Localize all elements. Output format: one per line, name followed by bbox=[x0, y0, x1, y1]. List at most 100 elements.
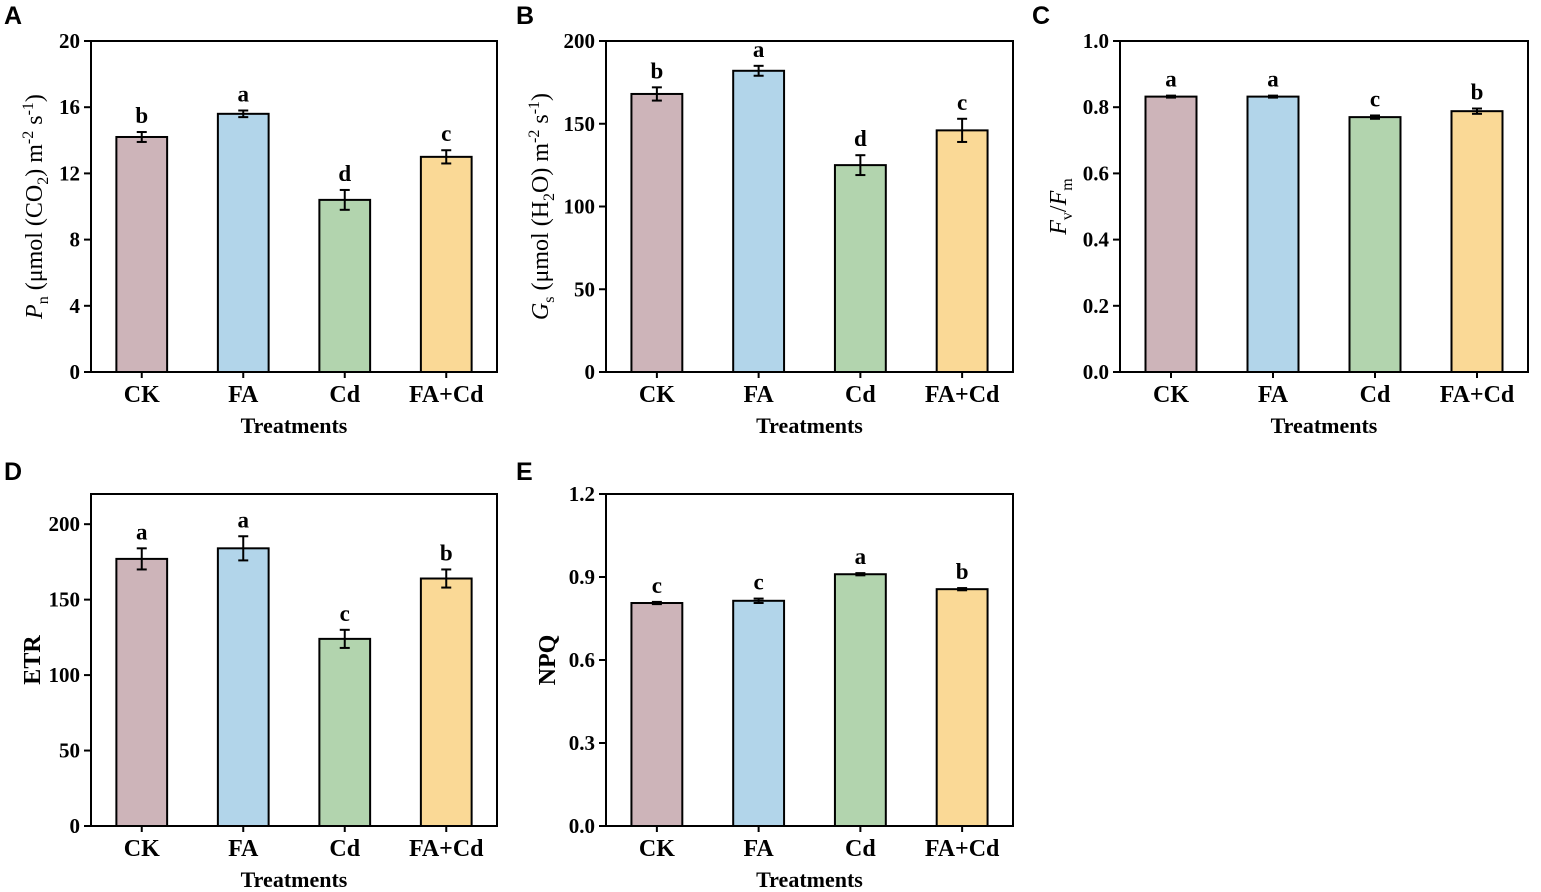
error-bar bbox=[441, 568, 452, 589]
x-axis-label: Treatments bbox=[241, 413, 348, 438]
y-tick-label: 16 bbox=[59, 95, 80, 119]
bar-fa bbox=[732, 69, 786, 373]
panel-letter: C bbox=[1032, 2, 1050, 30]
category-label: FA+Cd bbox=[925, 382, 1000, 408]
y-axis-label: NPQ bbox=[535, 635, 561, 686]
y-tick-label: 0.2 bbox=[1083, 294, 1109, 318]
category-label: Cd bbox=[329, 836, 360, 862]
bar-fa bbox=[732, 599, 786, 827]
error-bar bbox=[136, 547, 147, 571]
error-bar bbox=[238, 109, 249, 119]
significance-label: b bbox=[135, 103, 148, 128]
y-tick-label: 0 bbox=[585, 360, 596, 384]
error-bar bbox=[136, 131, 147, 143]
error-bar bbox=[651, 600, 662, 606]
error-bar bbox=[753, 597, 764, 605]
error-bar bbox=[1268, 94, 1278, 99]
y-tick-label: 12 bbox=[59, 161, 80, 185]
category-label: Cd bbox=[1360, 382, 1391, 408]
panel-d: Da CK a FA c Cd b FA+Cd 0 50 100 150 200 Treatments ET… bbox=[4, 458, 498, 892]
error-bar bbox=[339, 628, 350, 649]
category-label: FA+Cd bbox=[1440, 382, 1515, 408]
bar-cd bbox=[1348, 116, 1402, 373]
category-label: FA+Cd bbox=[925, 836, 1000, 862]
y-tick-label: 100 bbox=[564, 195, 596, 219]
y-tick-label: 1.0 bbox=[1083, 29, 1109, 53]
y-axis-label: Fv/Fm bbox=[1046, 178, 1076, 236]
significance-label: a bbox=[136, 519, 148, 544]
category-label: FA bbox=[228, 382, 259, 408]
panel-b: Bb CK a FA d Cd c FA+Cd 0 50 100 150 200 Treatments Gs… bbox=[516, 2, 1014, 438]
bar-fa-cd bbox=[935, 588, 989, 827]
bar-cd bbox=[318, 198, 372, 373]
significance-label: a bbox=[238, 507, 250, 532]
y-tick-label: 50 bbox=[574, 277, 595, 301]
y-tick-label: 0.6 bbox=[569, 648, 595, 672]
y-tick-label: 0.9 bbox=[569, 565, 595, 589]
y-tick-label: 0 bbox=[70, 814, 81, 838]
significance-label: a bbox=[238, 82, 250, 107]
significance-label: a bbox=[753, 37, 765, 62]
bar-fa bbox=[216, 112, 270, 373]
significance-label: d bbox=[338, 161, 351, 186]
x-axis-label: Treatments bbox=[756, 413, 863, 438]
bar-ck bbox=[115, 557, 169, 828]
panel-letter: B bbox=[516, 2, 534, 30]
y-tick-label: 200 bbox=[49, 512, 81, 536]
significance-label: c bbox=[1370, 86, 1380, 111]
error-bar bbox=[855, 572, 866, 577]
plot-frame bbox=[1119, 40, 1529, 373]
bar-cd bbox=[318, 637, 372, 828]
y-tick-label: 0.0 bbox=[569, 814, 595, 838]
category-label: CK bbox=[124, 836, 160, 862]
y-tick-label: 0.8 bbox=[1083, 95, 1109, 119]
bar-ck bbox=[115, 135, 169, 373]
category-label: CK bbox=[1153, 382, 1189, 408]
category-label: CK bbox=[639, 382, 675, 408]
x-axis-label: Treatments bbox=[1271, 413, 1378, 438]
y-tick-label: 0.6 bbox=[1083, 161, 1109, 185]
error-bar bbox=[1370, 114, 1380, 120]
y-axis-label: Pn (μmol (CO2) m-2 s-1) bbox=[20, 94, 52, 320]
x-axis-label: Treatments bbox=[756, 867, 863, 892]
plot-frame bbox=[90, 493, 498, 827]
bar-cd bbox=[833, 573, 887, 827]
significance-label: c bbox=[340, 601, 350, 626]
y-tick-label: 100 bbox=[49, 663, 81, 687]
significance-label: a bbox=[855, 544, 867, 569]
significance-label: a bbox=[1165, 67, 1177, 92]
category-label: FA bbox=[1258, 382, 1289, 408]
y-tick-label: 150 bbox=[564, 112, 596, 136]
category-label: Cd bbox=[845, 836, 876, 862]
bar-fa bbox=[216, 547, 270, 827]
y-axis-label: ETR bbox=[20, 635, 46, 685]
category-label: FA bbox=[744, 836, 775, 862]
bar-fa-cd bbox=[419, 155, 473, 373]
error-bar bbox=[855, 154, 866, 177]
bar-fa-cd bbox=[1450, 110, 1504, 373]
y-tick-label: 0 bbox=[70, 360, 81, 384]
category-label: FA bbox=[228, 836, 259, 862]
error-bar bbox=[1166, 94, 1176, 99]
significance-label: b bbox=[440, 540, 453, 565]
panel-e: Ec CK c FA a Cd b FA+Cd 0.0 0.3 0.6 0.9 1.2 Treatment… bbox=[516, 458, 1014, 892]
category-label: CK bbox=[639, 836, 675, 862]
panel-letter: A bbox=[4, 2, 22, 30]
y-tick-label: 0.4 bbox=[1083, 228, 1110, 252]
error-bar bbox=[238, 535, 249, 562]
plot-frame bbox=[90, 40, 498, 373]
x-axis-label: Treatments bbox=[241, 867, 348, 892]
y-tick-label: 150 bbox=[49, 588, 81, 612]
y-tick-label: 8 bbox=[70, 228, 81, 252]
bar-cd bbox=[833, 164, 887, 373]
significance-label: c bbox=[652, 573, 662, 598]
significance-label: c bbox=[441, 121, 451, 146]
error-bar bbox=[957, 587, 968, 592]
y-tick-label: 0.3 bbox=[569, 731, 595, 755]
category-label: CK bbox=[124, 382, 160, 408]
y-tick-label: 0.0 bbox=[1083, 360, 1109, 384]
significance-label: c bbox=[754, 570, 764, 595]
y-tick-label: 20 bbox=[59, 29, 80, 53]
panel-letter: D bbox=[4, 458, 22, 486]
